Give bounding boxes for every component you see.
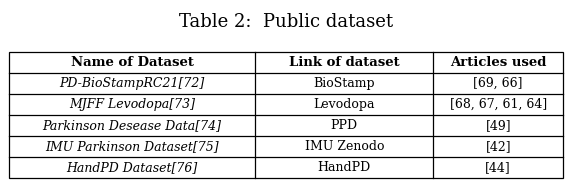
Text: PD-BioStampRC21[72]: PD-BioStampRC21[72] xyxy=(59,77,205,90)
Bar xyxy=(9,52,563,178)
Text: Articles used: Articles used xyxy=(450,56,546,69)
Text: [69, 66]: [69, 66] xyxy=(474,77,523,90)
Text: HandPD Dataset[76]: HandPD Dataset[76] xyxy=(66,161,198,174)
Text: Levodopa: Levodopa xyxy=(313,98,375,111)
Text: [49]: [49] xyxy=(486,119,511,132)
Text: Name of Dataset: Name of Dataset xyxy=(70,56,193,69)
Text: IMU Parkinson Dataset[75]: IMU Parkinson Dataset[75] xyxy=(45,140,219,153)
Text: PPD: PPD xyxy=(331,119,358,132)
Text: MJFF Levodopa[73]: MJFF Levodopa[73] xyxy=(69,98,195,111)
Text: Link of dataset: Link of dataset xyxy=(289,56,400,69)
Text: Parkinson Desease Data[74]: Parkinson Desease Data[74] xyxy=(42,119,221,132)
Text: IMU Zenodo: IMU Zenodo xyxy=(304,140,384,153)
Text: HandPD: HandPD xyxy=(317,161,371,174)
Text: [68, 67, 61, 64]: [68, 67, 61, 64] xyxy=(450,98,547,111)
Text: BioStamp: BioStamp xyxy=(313,77,375,90)
Text: Table 2:  Public dataset: Table 2: Public dataset xyxy=(179,13,393,31)
Text: [44]: [44] xyxy=(486,161,511,174)
Text: [42]: [42] xyxy=(486,140,511,153)
